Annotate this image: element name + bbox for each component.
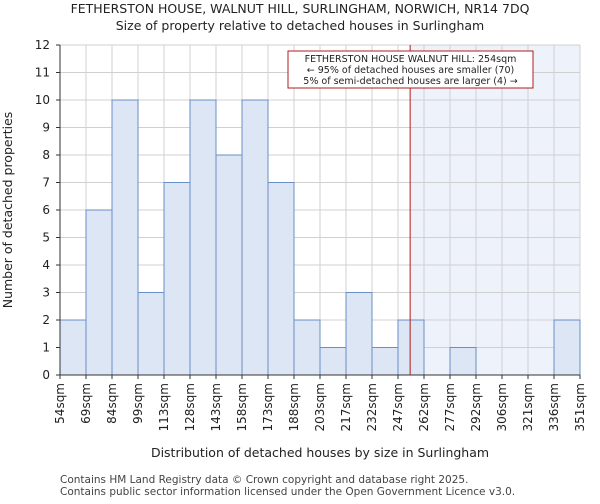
y-tick-label-8: 8 <box>42 148 50 162</box>
x-tick-label-9: 188sqm <box>287 383 301 431</box>
x-tick-label-19: 336sqm <box>547 383 561 431</box>
x-tick-label-1: 69sqm <box>79 383 93 424</box>
footer-line-1: Contains HM Land Registry data © Crown c… <box>60 474 468 486</box>
x-tick-label-15: 277sqm <box>443 383 457 431</box>
bar-12 <box>371 347 399 376</box>
annotation-line-2: 5% of semi-detached houses are larger (4… <box>303 76 517 87</box>
y-tick-label-2: 2 <box>42 313 50 327</box>
y-tick-label-10: 10 <box>35 93 50 107</box>
x-tick-label-7: 158sqm <box>235 383 249 431</box>
bar-1 <box>85 209 113 376</box>
chart-subtitle: Size of property relative to detached ho… <box>116 18 484 33</box>
y-tick-label-0: 0 <box>42 368 50 382</box>
footer-line-2: Contains public sector information licen… <box>60 486 515 498</box>
y-tick-label-9: 9 <box>42 121 50 135</box>
bar-4 <box>163 182 191 376</box>
x-tick-label-8: 173sqm <box>261 383 275 431</box>
x-tick-label-12: 232sqm <box>365 383 379 431</box>
x-tick-label-17: 306sqm <box>495 383 509 431</box>
y-tick-label-4: 4 <box>42 258 50 272</box>
chart-title: FETHERSTON HOUSE, WALNUT HILL, SURLINGHA… <box>71 1 530 16</box>
x-tick-label-13: 247sqm <box>391 383 405 431</box>
bar-6 <box>215 154 243 376</box>
bar-13 <box>397 319 425 376</box>
x-tick-label-3: 99sqm <box>131 383 145 424</box>
bar-0 <box>59 319 87 376</box>
annotation-line-1: ← 95% of detached houses are smaller (70… <box>307 65 514 76</box>
bar-2 <box>111 99 139 376</box>
bar-3 <box>137 292 165 376</box>
x-tick-label-0: 54sqm <box>53 383 67 424</box>
x-tick-label-11: 217sqm <box>339 383 353 431</box>
y-tick-label-3: 3 <box>42 286 50 300</box>
x-tick-label-18: 321sqm <box>521 383 535 431</box>
bar-9 <box>293 319 321 376</box>
y-tick-label-6: 6 <box>42 203 50 217</box>
x-tick-label-16: 292sqm <box>469 383 483 431</box>
bar-11 <box>345 292 373 376</box>
y-tick-label-1: 1 <box>42 341 50 355</box>
bar-7 <box>241 99 269 376</box>
y-tick-label-12: 12 <box>35 38 50 52</box>
bar-10 <box>319 347 347 376</box>
bar-15 <box>449 347 477 376</box>
x-tick-label-5: 128sqm <box>183 383 197 431</box>
x-tick-label-6: 143sqm <box>209 383 223 431</box>
y-axis-label: Number of detached properties <box>0 112 15 309</box>
annotation-box <box>287 50 534 89</box>
annotation-line-0: FETHERSTON HOUSE WALNUT HILL: 254sqm <box>305 54 517 65</box>
bar-19 <box>553 319 581 376</box>
x-tick-label-10: 203sqm <box>313 383 327 431</box>
x-axis-label: Distribution of detached houses by size … <box>151 445 489 460</box>
x-tick-label-20: 351sqm <box>573 383 587 431</box>
y-tick-label-7: 7 <box>42 176 50 190</box>
y-tick-label-11: 11 <box>35 66 50 80</box>
x-tick-label-4: 113sqm <box>157 383 171 431</box>
bar-8 <box>267 182 295 376</box>
x-tick-label-2: 84sqm <box>105 383 119 424</box>
y-tick-label-5: 5 <box>42 231 50 245</box>
x-tick-label-14: 262sqm <box>417 383 431 431</box>
bar-5 <box>189 99 217 376</box>
